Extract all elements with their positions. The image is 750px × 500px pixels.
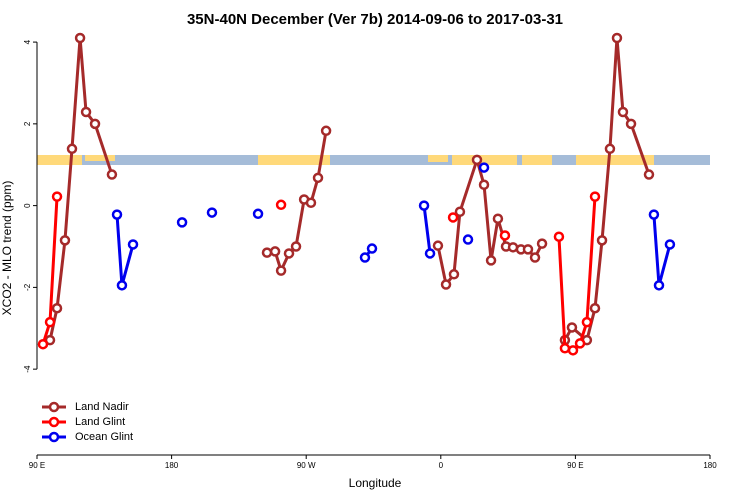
data-point (617, 106, 629, 118)
data-point (589, 191, 601, 202)
data-point (269, 246, 281, 257)
data-point (252, 208, 264, 220)
data-point (478, 162, 490, 173)
legend-label: Ocean Glint (75, 431, 133, 443)
legend-marker (48, 431, 60, 443)
x-axis-label: Longitude (349, 476, 402, 490)
x-tick-label: 180 (703, 461, 717, 470)
y-tick-label: -2 (23, 283, 32, 291)
legend-label: Land Glint (75, 416, 125, 428)
data-point (596, 235, 608, 246)
data-point (418, 200, 430, 211)
data-point (611, 32, 623, 44)
data-point (312, 172, 324, 184)
x-tick-label: 90 E (29, 461, 45, 470)
data-point (574, 338, 586, 349)
data-point (589, 302, 601, 314)
data-point (625, 118, 637, 130)
data-point (366, 243, 378, 254)
data-point (424, 248, 436, 259)
data-point (471, 154, 483, 166)
legend-label: Land Nadir (75, 401, 129, 413)
data-point (447, 212, 459, 223)
data-point (440, 279, 452, 290)
data-point (320, 125, 332, 137)
data-point (51, 191, 63, 202)
data-point (648, 209, 660, 220)
data-point (478, 179, 490, 191)
data-point (485, 255, 497, 266)
y-axis-label: XCO2 - MLO trend (ppm) (0, 181, 14, 316)
data-point (106, 169, 118, 180)
data-point (116, 280, 128, 291)
series-line (422, 205, 432, 254)
data-point (604, 143, 616, 155)
data-point (37, 338, 49, 350)
data-point (290, 241, 302, 252)
data-point (275, 265, 287, 276)
series-line (563, 37, 651, 343)
data-point (448, 269, 460, 280)
data-point (454, 206, 466, 217)
data-point (111, 209, 123, 220)
data-point (529, 252, 541, 263)
data-point (305, 197, 317, 209)
series-line (48, 37, 114, 341)
data-point (275, 199, 287, 211)
x-tick-label: 90 E (567, 461, 583, 470)
chart-title: 35N-40N December (Ver 7b) 2014-09-06 to … (187, 11, 563, 28)
land-ocean-band (37, 155, 710, 165)
data-point (206, 207, 218, 218)
x-tick-label: 90 W (297, 461, 316, 470)
x-tick-label: 180 (165, 461, 179, 470)
data-point (566, 322, 578, 333)
data-point (80, 106, 92, 118)
data-point (567, 345, 579, 356)
data-point (283, 248, 295, 259)
data-point (643, 169, 655, 180)
series-line (652, 214, 672, 286)
data-point (653, 280, 665, 291)
data-point (559, 343, 571, 354)
data-point (462, 234, 474, 245)
data-point (127, 239, 139, 250)
data-point (499, 230, 511, 241)
data-point (359, 252, 371, 263)
data-point (66, 143, 78, 155)
data-point (432, 240, 444, 251)
data-point (492, 213, 504, 224)
legend-marker (48, 401, 60, 413)
data-point (51, 302, 63, 314)
y-tick-label: 4 (23, 39, 32, 44)
data-point (89, 118, 101, 130)
x-tick-label: 0 (439, 461, 444, 470)
data-point (74, 32, 86, 44)
y-tick-label: 2 (23, 121, 32, 126)
data-point (581, 316, 593, 328)
y-tick-label: 0 (23, 203, 32, 208)
data-point (59, 235, 71, 246)
data-point (44, 316, 56, 328)
series-line (115, 214, 135, 286)
legend-marker (48, 416, 60, 428)
data-point (664, 239, 676, 250)
data-point (553, 231, 565, 242)
data-point (536, 238, 548, 249)
y-tick-label: -4 (23, 365, 32, 373)
data-point (176, 217, 188, 228)
data-point (261, 247, 273, 258)
data-point (522, 244, 534, 255)
